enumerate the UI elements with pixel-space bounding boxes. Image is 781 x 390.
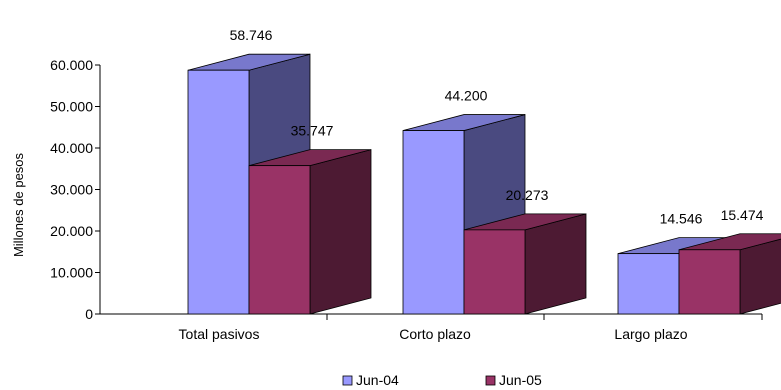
legend: Jun-04 Jun-05 bbox=[342, 372, 542, 388]
bar bbox=[463, 213, 587, 315]
bar-front-face bbox=[248, 165, 311, 315]
y-tick-label: 30.000 bbox=[50, 182, 93, 198]
bar-front-face bbox=[402, 130, 465, 315]
y-tick-label: 10.000 bbox=[50, 265, 93, 281]
y-tick-label: 50.000 bbox=[50, 99, 93, 115]
bar-front-face bbox=[187, 69, 250, 315]
y-tick-label: 60.000 bbox=[50, 57, 93, 73]
y-tick-label: 0 bbox=[85, 306, 93, 322]
legend-label-jun-05: Jun-05 bbox=[499, 372, 542, 388]
bar-side-face bbox=[309, 149, 372, 315]
bar-side-face bbox=[524, 213, 587, 315]
data-labels: 58.746 35.747 44.200 20.273 14.546 15.474 bbox=[230, 27, 764, 226]
bar-front-face bbox=[678, 249, 741, 315]
data-label: 35.747 bbox=[291, 123, 334, 139]
bar-front-face bbox=[617, 253, 680, 315]
bar bbox=[678, 233, 781, 315]
data-label: 44.200 bbox=[445, 88, 488, 104]
data-label: 14.546 bbox=[660, 211, 703, 227]
data-label: 15.474 bbox=[721, 207, 764, 223]
legend-label-jun-04: Jun-04 bbox=[356, 372, 399, 388]
data-label: 58.746 bbox=[230, 27, 273, 43]
y-axis-title: Millones de pesos bbox=[11, 152, 26, 257]
x-tick-label: Total pasivos bbox=[179, 326, 260, 342]
x-tick-label: Largo plazo bbox=[614, 326, 687, 342]
legend-swatch-jun-05 bbox=[485, 375, 496, 386]
x-tick-label: Corto plazo bbox=[399, 326, 471, 342]
bar-front-face bbox=[463, 229, 526, 315]
data-label: 20.273 bbox=[506, 187, 549, 203]
axes: 0 10.000 20.000 30.000 40.000 50.000 60.000 Tot… bbox=[50, 57, 763, 342]
y-tick-label: 40.000 bbox=[50, 140, 93, 156]
bars bbox=[187, 53, 781, 315]
legend-swatch-jun-04 bbox=[342, 375, 353, 386]
bar bbox=[248, 149, 372, 315]
y-tick-label: 20.000 bbox=[50, 223, 93, 239]
